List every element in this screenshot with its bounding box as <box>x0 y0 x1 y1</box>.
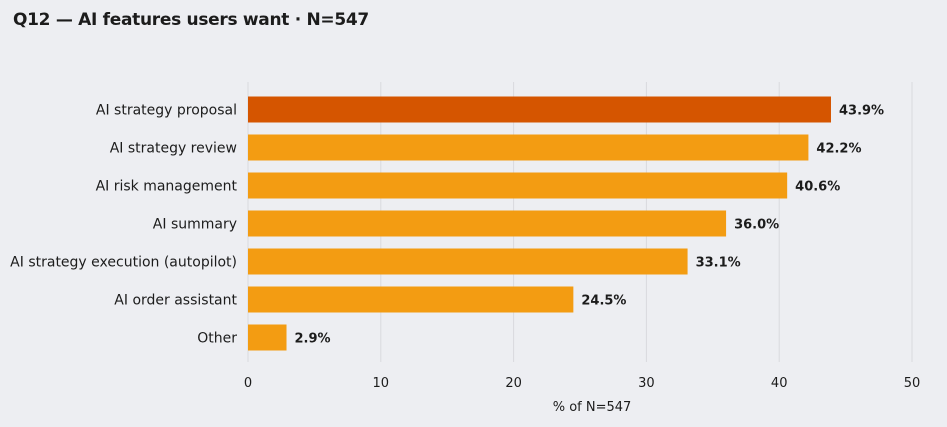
bar-3 <box>248 210 727 237</box>
bar-0 <box>248 96 831 123</box>
x-tick-label-5: 50 <box>904 376 921 391</box>
category-label-1: AI strategy review <box>110 141 237 157</box>
value-label-0: 43.9% <box>839 104 884 119</box>
category-label-2: AI risk management <box>96 179 238 195</box>
value-label-2: 40.6% <box>795 180 840 195</box>
value-label-1: 42.2% <box>816 142 861 157</box>
x-tick-label-1: 10 <box>373 376 390 391</box>
x-tick-label-2: 20 <box>505 376 522 391</box>
x-tick-label-3: 30 <box>638 376 655 391</box>
bar-6 <box>248 324 287 351</box>
bar-2 <box>248 172 788 199</box>
bar-1 <box>248 134 809 161</box>
x-tick-labels: 0 10 20 30 40 50 <box>244 376 920 391</box>
category-label-3: AI summary <box>153 217 237 233</box>
category-label-6: Other <box>197 331 237 347</box>
chart-title: Q12 — AI features users want · N=547 <box>13 10 369 30</box>
x-axis-title: % of N=547 <box>553 400 632 415</box>
category-label-4: AI strategy execution (autopilot) <box>10 255 237 271</box>
bars <box>248 96 831 351</box>
category-label-0: AI strategy proposal <box>96 103 237 119</box>
x-tick-label-0: 0 <box>244 376 252 391</box>
value-label-4: 33.1% <box>696 256 741 271</box>
category-labels: AI strategy proposal AI strategy review AI… <box>10 103 237 347</box>
value-label-6: 2.9% <box>295 332 331 347</box>
bar-5 <box>248 286 574 313</box>
value-label-5: 24.5% <box>581 294 626 309</box>
value-label-3: 36.0% <box>734 218 779 233</box>
x-tick-label-4: 40 <box>771 376 788 391</box>
value-labels: 43.9% 42.2% 40.6% 36.0% 33.1% 24.5% 2.9% <box>295 104 885 347</box>
bar-4 <box>248 248 688 275</box>
category-label-5: AI order assistant <box>114 293 237 309</box>
